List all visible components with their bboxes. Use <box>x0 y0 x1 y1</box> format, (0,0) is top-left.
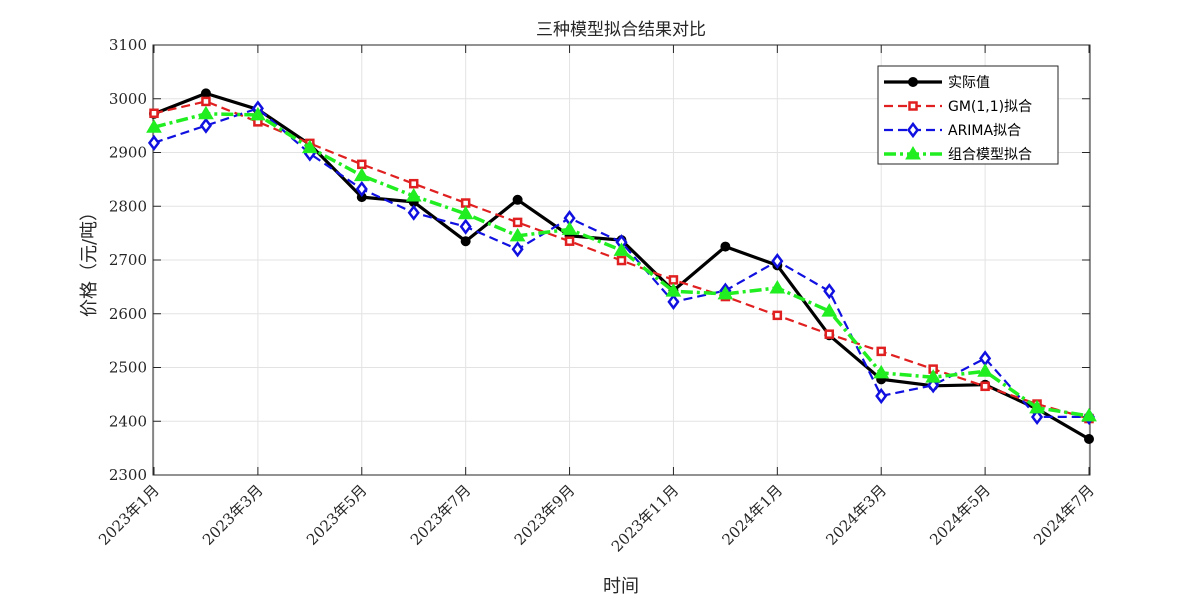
legend-label: 组合模型拟合 <box>948 147 1032 163</box>
y-tick-label: 2700 <box>109 251 147 269</box>
data-point <box>146 119 162 133</box>
legend-label: GM(1,1)拟合 <box>948 99 1032 115</box>
data-point <box>875 387 888 405</box>
data-point <box>199 117 213 134</box>
legend-label: 实际值 <box>948 75 990 91</box>
series-layer <box>146 88 1097 444</box>
data-point <box>200 88 211 99</box>
data-point <box>616 255 627 266</box>
data-point <box>460 198 471 208</box>
legend-swatch-marker <box>908 77 918 87</box>
data-point <box>876 346 886 357</box>
data-point <box>821 303 838 317</box>
data-point <box>769 279 786 294</box>
data-point <box>147 134 161 151</box>
data-point <box>925 369 942 383</box>
chart-title: 三种模型拟合结果对比 <box>536 20 706 40</box>
data-point <box>613 242 630 256</box>
data-point <box>357 159 367 170</box>
data-point <box>149 108 159 119</box>
y-tick-label: 2500 <box>109 359 147 377</box>
data-point <box>772 310 783 321</box>
y-tick-label: 3100 <box>109 36 147 54</box>
series-1 <box>149 96 1094 424</box>
data-point <box>460 236 471 247</box>
data-point <box>873 364 890 379</box>
data-point <box>720 241 731 252</box>
data-point <box>353 167 370 182</box>
legend-swatch-marker <box>906 121 920 139</box>
y-tick-label: 3000 <box>109 90 147 108</box>
data-point <box>668 275 679 285</box>
data-point <box>355 180 368 198</box>
data-point <box>977 363 993 377</box>
x-axis-label: 时间 <box>603 576 639 597</box>
y-tick-label: 2300 <box>109 466 147 484</box>
y-tick-label: 2400 <box>109 412 147 430</box>
data-point <box>823 283 836 300</box>
data-point <box>1081 407 1097 422</box>
data-point <box>1030 408 1044 426</box>
data-point <box>198 105 214 120</box>
legend-label: ARIMA拟合 <box>948 123 1021 139</box>
data-point <box>457 205 474 220</box>
data-point <box>564 236 575 246</box>
data-point <box>980 381 990 392</box>
y-tick-label: 2900 <box>109 144 147 162</box>
data-point <box>665 283 682 297</box>
legend-swatch-marker <box>908 101 918 111</box>
data-point <box>509 227 526 242</box>
data-point <box>512 194 523 205</box>
data-point <box>512 217 523 228</box>
data-point <box>201 96 211 107</box>
data-point <box>407 204 420 221</box>
data-point <box>405 188 422 202</box>
data-point <box>1029 399 1045 414</box>
data-point <box>408 178 419 189</box>
legend-swatch-marker <box>905 146 921 160</box>
data-point <box>771 252 784 270</box>
data-point <box>824 329 835 339</box>
data-point <box>301 139 318 154</box>
data-point <box>1084 433 1094 444</box>
data-point <box>561 221 578 235</box>
data-point <box>459 218 472 235</box>
data-point <box>250 106 266 121</box>
data-point <box>667 293 680 311</box>
y-tick-label: 2600 <box>109 305 147 323</box>
data-point <box>511 241 524 258</box>
y-tick-label: 2800 <box>109 197 147 215</box>
series-3 <box>146 105 1097 422</box>
y-axis-label: 价格（元/吨） <box>79 203 100 317</box>
data-point <box>717 285 734 300</box>
